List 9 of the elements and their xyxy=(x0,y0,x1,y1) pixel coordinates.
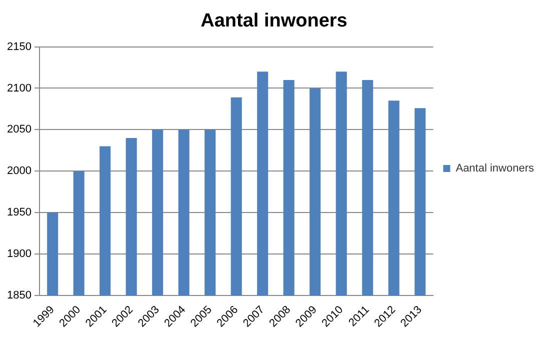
chart-title: Aantal inwoners xyxy=(200,10,348,32)
y-tick-label: 1900 xyxy=(6,248,32,260)
y-tick-label: 2100 xyxy=(6,82,32,94)
legend-label: Aantal inwoners xyxy=(456,162,534,175)
y-tick-label: 2050 xyxy=(6,124,32,136)
y-tick-label: 1850 xyxy=(6,289,32,302)
y-tick-label: 2000 xyxy=(6,165,32,178)
y-tick-label: 1950 xyxy=(6,206,32,219)
y-tick-label: 2150 xyxy=(6,40,32,53)
